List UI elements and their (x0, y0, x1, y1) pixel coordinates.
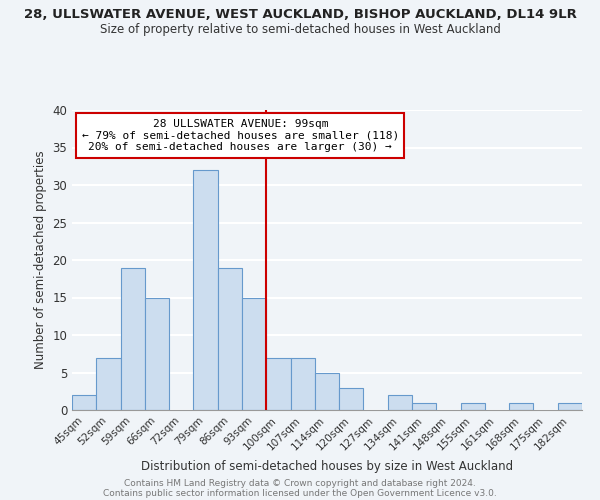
Bar (266, 358, 290, 410)
Text: 28 ULLSWATER AVENUE: 99sqm
← 79% of semi-detached houses are smaller (118)
20% o: 28 ULLSWATER AVENUE: 99sqm ← 79% of semi… (82, 119, 399, 152)
Text: Size of property relative to semi-detached houses in West Auckland: Size of property relative to semi-detach… (100, 22, 500, 36)
Text: 28, ULLSWATER AVENUE, WEST AUCKLAND, BISHOP AUCKLAND, DL14 9LR: 28, ULLSWATER AVENUE, WEST AUCKLAND, BIS… (23, 8, 577, 20)
Y-axis label: Number of semi-detached properties: Number of semi-detached properties (34, 150, 47, 370)
Bar (145, 298, 169, 410)
Bar (388, 395, 412, 410)
Text: Contains HM Land Registry data © Crown copyright and database right 2024.: Contains HM Land Registry data © Crown c… (124, 478, 476, 488)
Bar (96, 358, 121, 410)
X-axis label: Distribution of semi-detached houses by size in West Auckland: Distribution of semi-detached houses by … (141, 460, 513, 473)
Bar (290, 358, 315, 410)
Text: Contains public sector information licensed under the Open Government Licence v3: Contains public sector information licen… (103, 488, 497, 498)
Bar (339, 388, 364, 410)
Bar (509, 402, 533, 410)
Bar (72, 395, 96, 410)
Bar (412, 402, 436, 410)
Bar (218, 268, 242, 410)
Bar (242, 298, 266, 410)
Bar (193, 170, 218, 410)
Bar (558, 402, 582, 410)
Bar (121, 268, 145, 410)
Bar (315, 372, 339, 410)
Bar (461, 402, 485, 410)
